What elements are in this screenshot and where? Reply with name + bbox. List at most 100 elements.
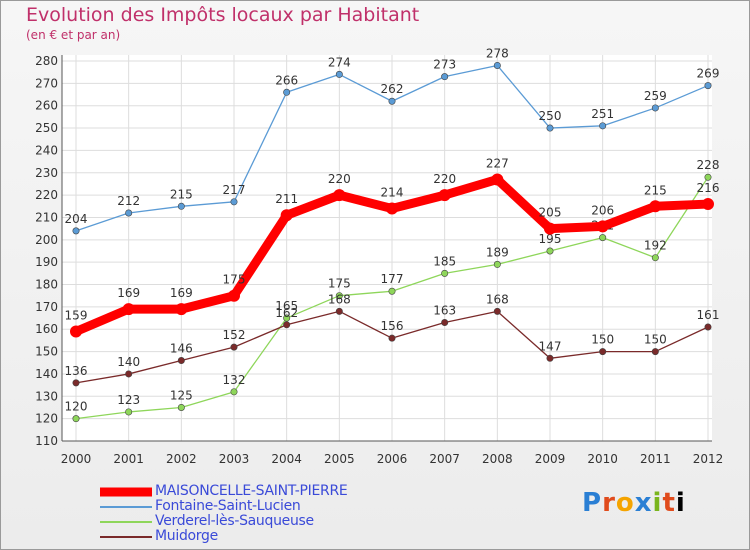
data-point: [544, 222, 556, 235]
data-point: [125, 209, 133, 217]
data-label: 262: [381, 82, 404, 96]
data-point: [438, 189, 451, 202]
data-label: 159: [65, 308, 88, 322]
data-label: 136: [65, 364, 88, 378]
y-tick-label: 110: [35, 434, 58, 448]
y-tick-label: 120: [35, 412, 58, 426]
data-label: 269: [697, 67, 720, 81]
data-point: [651, 254, 659, 262]
x-tick-label: 2004: [271, 452, 302, 466]
legend-swatch-verderel: [100, 520, 152, 523]
legend-label-verderel: Verderel-lès-Sauqueuse: [155, 513, 314, 529]
legend-item-fontaine: Fontaine-Saint-Lucien: [100, 499, 347, 514]
data-label: 123: [117, 393, 140, 407]
data-label: 163: [433, 304, 456, 318]
data-point: [283, 88, 291, 96]
data-label: 165: [275, 299, 298, 313]
data-label: 273: [433, 58, 456, 72]
x-tick-label: 2011: [640, 452, 671, 466]
data-label: 212: [117, 194, 140, 208]
data-label: 204: [65, 212, 88, 226]
data-point: [596, 220, 609, 233]
x-tick-label: 2001: [113, 452, 144, 466]
data-label: 220: [328, 172, 351, 186]
data-point: [72, 227, 80, 235]
data-label: 146: [170, 342, 193, 356]
data-point: [175, 303, 188, 316]
data-label: 150: [644, 333, 667, 347]
data-point: [125, 370, 133, 378]
data-label: 189: [486, 245, 509, 259]
data-label: 250: [539, 109, 562, 123]
y-tick-label: 130: [35, 389, 58, 403]
legend-label-fontaine: Fontaine-Saint-Lucien: [155, 498, 301, 514]
y-tick-label: 260: [35, 99, 58, 113]
data-label: 215: [170, 187, 193, 201]
data-point: [230, 198, 238, 206]
chart-subtitle: (en € et par an): [26, 28, 121, 42]
y-tick-label: 190: [35, 255, 58, 269]
data-label: 216: [697, 181, 720, 195]
y-tick-label: 280: [35, 54, 58, 68]
data-point: [441, 319, 449, 327]
x-tick-label: 2012: [693, 452, 724, 466]
data-point: [491, 173, 504, 186]
data-point: [335, 307, 343, 315]
data-label: 147: [539, 339, 562, 353]
data-label: 168: [328, 292, 351, 306]
data-label: 132: [223, 373, 246, 387]
data-label: 205: [539, 206, 562, 220]
data-point: [335, 292, 343, 300]
data-point: [546, 354, 554, 362]
data-label: 162: [275, 306, 298, 320]
x-tick-label: 2005: [324, 452, 355, 466]
data-label: 211: [275, 192, 298, 206]
y-tick-label: 210: [35, 210, 58, 224]
data-point: [388, 334, 396, 342]
data-point: [177, 202, 185, 210]
x-tick-label: 2009: [535, 452, 566, 466]
data-label: 152: [223, 328, 246, 342]
data-point: [125, 408, 133, 416]
legend-item-maisoncelle: MAISONCELLE-SAINT-PIERRE: [100, 484, 348, 499]
data-point: [283, 321, 291, 329]
legend-item-muidorge: Muidorge: [100, 529, 347, 544]
data-label: 177: [381, 272, 404, 286]
y-tick-label: 160: [35, 322, 58, 336]
legend-item-verderel: Verderel-lès-Sauqueuse: [100, 514, 347, 529]
data-point: [704, 173, 712, 181]
data-label: 161: [697, 308, 720, 322]
data-point: [283, 314, 291, 322]
data-point: [230, 343, 238, 351]
x-tick-label: 2008: [482, 452, 513, 466]
data-point: [649, 200, 662, 213]
data-label: 185: [433, 254, 456, 268]
data-point: [386, 202, 398, 215]
data-point: [441, 269, 449, 277]
data-point: [651, 104, 659, 112]
data-point: [280, 209, 293, 222]
data-point: [599, 122, 607, 130]
legend: MAISONCELLE-SAINT-PIERRE Fontaine-Saint-…: [100, 484, 348, 544]
data-label: 206: [591, 203, 614, 217]
legend-swatch-fontaine: [100, 505, 152, 508]
data-label: 120: [65, 400, 88, 414]
data-point: [651, 348, 659, 356]
data-point: [704, 323, 712, 331]
y-tick-label: 230: [35, 166, 58, 180]
data-label: 168: [486, 292, 509, 306]
data-label: 195: [539, 232, 562, 246]
y-tick-label: 240: [35, 143, 58, 157]
y-tick-label: 250: [35, 121, 58, 135]
data-label: 220: [433, 172, 456, 186]
data-label: 259: [644, 89, 667, 103]
data-point: [228, 289, 240, 302]
y-tick-label: 270: [35, 76, 58, 90]
data-label: 228: [697, 158, 720, 172]
data-point: [230, 388, 238, 396]
legend-label-muidorge: Muidorge: [155, 528, 218, 544]
y-tick-label: 140: [35, 367, 58, 381]
y-tick-label: 170: [35, 300, 58, 314]
data-point: [122, 303, 135, 316]
